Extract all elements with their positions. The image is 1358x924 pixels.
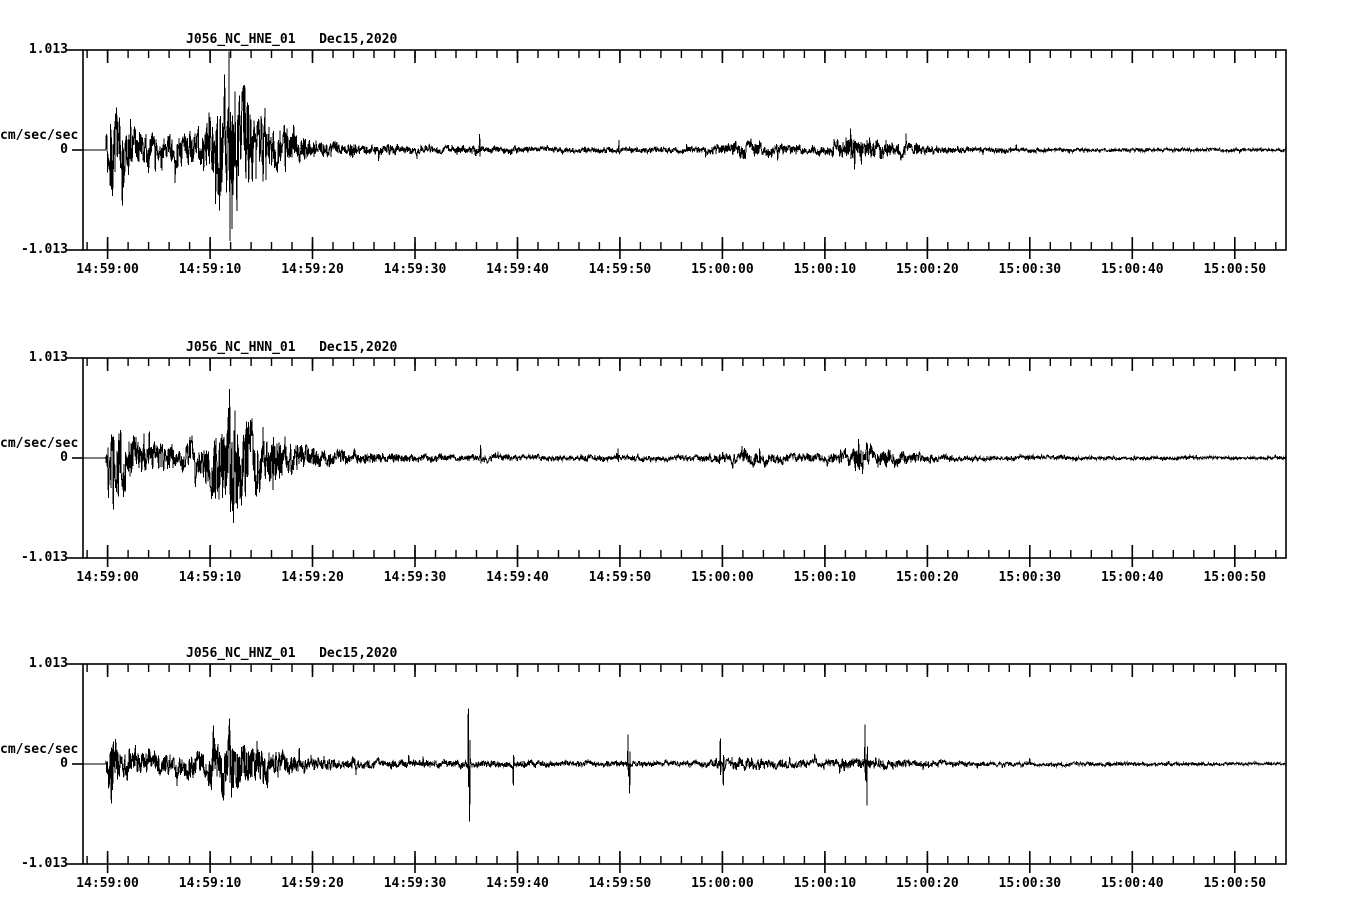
waveform-trace-hnn: [83, 388, 1287, 524]
x-tick-label: 14:59:50: [588, 262, 652, 277]
station-label: J056_NC_HNE_01: [186, 32, 296, 47]
x-tick-label: 15:00:10: [793, 570, 857, 585]
x-tick-label: 14:59:00: [76, 876, 139, 891]
x-tick-label: 15:00:00: [691, 876, 754, 891]
x-tick-label: 14:59:40: [486, 262, 549, 277]
x-tick-label: 15:00:00: [691, 262, 754, 277]
x-tick-label: 14:59:20: [281, 876, 344, 891]
x-tick-label: 14:59:30: [383, 570, 447, 585]
y-tick-mark-group: [67, 357, 83, 559]
x-tick-label: 14:59:20: [281, 262, 344, 277]
date-label: Dec15,2020: [319, 340, 398, 355]
x-tick-label: 14:59:10: [178, 262, 242, 277]
major-tick-group: [106, 358, 1236, 567]
waveform-trace-hnz: [83, 708, 1287, 822]
x-tick-label: 15:00:30: [998, 570, 1062, 585]
plot-area-hnz: [67, 663, 1287, 873]
x-tick-label: 15:00:40: [1100, 262, 1164, 277]
panel-title-hne: J056_NC_HNE_01 Dec15,2020: [186, 32, 397, 47]
y-tick-zero-hne: 0: [60, 142, 68, 157]
x-tick-label: 15:00:20: [896, 570, 959, 585]
y-tick-max-hne: 1.013: [28, 42, 68, 57]
major-tick-group: [106, 664, 1236, 873]
y-tick-max-hnn: 1.013: [28, 350, 68, 365]
station-label: J056_NC_HNZ_01: [186, 646, 296, 661]
x-tick-label: 14:59:00: [76, 570, 139, 585]
y-tick-min-hne: -1.013: [21, 242, 68, 257]
y-tick-mark-group: [67, 663, 83, 865]
x-tick-label: 15:00:20: [896, 262, 959, 277]
x-tick-label: 15:00:10: [793, 876, 857, 891]
y-tick-min-hnz: -1.013: [21, 856, 68, 871]
date-label: Dec15,2020: [319, 646, 398, 661]
title-separator: [296, 646, 319, 661]
x-tick-label: 14:59:20: [281, 570, 344, 585]
panel-title-hnz: J056_NC_HNZ_01 Dec15,2020: [186, 646, 397, 661]
plot-area-hnn: [67, 357, 1287, 567]
x-tick-label: 15:00:30: [998, 262, 1062, 277]
x-tick-label: 15:00:10: [793, 262, 857, 277]
waveform-trace-hne: [83, 51, 1287, 241]
x-tick-label: 14:59:30: [383, 876, 447, 891]
y-tick-max-hnz: 1.013: [28, 656, 68, 671]
y-tick-zero-hnz: 0: [60, 756, 68, 771]
x-tick-label: 14:59:40: [486, 876, 549, 891]
x-tick-label: 14:59:30: [383, 262, 447, 277]
plot-area-hne: [67, 49, 1287, 259]
panel-title-hnn: J056_NC_HNN_01 Dec15,2020: [186, 340, 397, 355]
x-tick-label: 14:59:10: [178, 876, 242, 891]
x-tick-label: 14:59:40: [486, 570, 549, 585]
x-tick-label: 14:59:10: [178, 570, 242, 585]
y-axis-unit-label: cm/sec/sec: [0, 742, 79, 757]
x-tick-label: 15:00:50: [1203, 876, 1267, 891]
y-tick-min-hnn: -1.013: [21, 550, 68, 565]
y-axis-unit-label: cm/sec/sec: [0, 128, 79, 143]
y-tick-zero-hnn: 0: [60, 450, 68, 465]
x-tick-label: 15:00:50: [1203, 262, 1267, 277]
x-tick-label: 15:00:40: [1100, 570, 1164, 585]
x-tick-label: 14:59:50: [588, 876, 652, 891]
x-tick-label: 15:00:20: [896, 876, 959, 891]
x-tick-label: 14:59:00: [76, 262, 139, 277]
x-tick-label: 15:00:00: [691, 570, 754, 585]
x-tick-label: 14:59:50: [588, 570, 652, 585]
x-tick-label: 15:00:30: [998, 876, 1062, 891]
y-tick-mark-group: [67, 49, 83, 251]
date-label: Dec15,2020: [319, 32, 398, 47]
station-label: J056_NC_HNN_01: [186, 340, 296, 355]
major-tick-group: [106, 50, 1236, 259]
x-tick-label: 15:00:40: [1100, 876, 1164, 891]
y-axis-unit-label: cm/sec/sec: [0, 436, 79, 451]
x-tick-label: 15:00:50: [1203, 570, 1267, 585]
